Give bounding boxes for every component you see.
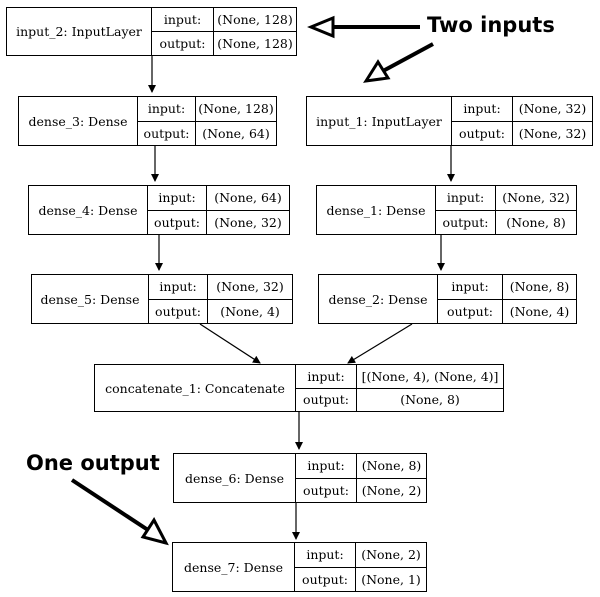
node-name: dense_4: Dense: [29, 186, 148, 234]
input-label: input:: [296, 365, 357, 388]
output-label: output:: [436, 210, 496, 234]
input-label: input:: [148, 186, 207, 210]
output-shape: (None, 128): [217, 36, 293, 51]
input-label: input:: [436, 186, 496, 210]
arrow-two-inputs-left: [307, 15, 420, 39]
output-shape: (None, 32): [214, 214, 282, 230]
annotation-two-inputs: Two inputs: [427, 13, 555, 37]
annotation-one-output: One output: [26, 451, 160, 475]
output-shape: (None, 8): [506, 214, 566, 230]
output-label: output:: [296, 478, 357, 502]
output-label: output:: [295, 567, 356, 591]
input-shape: (None, 2): [361, 547, 421, 563]
node-input-2: input_2: InputLayer input: (None, 128) ou…: [6, 7, 297, 56]
node-dense-7: dense_7: Dense input: (None, 2) output: (N…: [172, 542, 427, 592]
output-shape: (None, 1): [361, 571, 421, 587]
input-shape: [(None, 4), (None, 4)]: [361, 368, 499, 384]
input-label: input:: [152, 8, 214, 31]
node-dense-2: dense_2: Dense input: (None, 8) output: (N…: [318, 274, 577, 324]
input-label: input:: [149, 275, 208, 299]
node-input-1: input_1: InputLayer input: (None, 32) out…: [306, 96, 593, 146]
edge-dense2-concat: [347, 323, 413, 364]
output-label: output:: [138, 121, 196, 145]
arrow-one-output: [70, 478, 169, 546]
input-shape: (None, 128): [217, 12, 293, 27]
output-label: output:: [149, 299, 208, 323]
output-shape: (None, 32): [518, 125, 587, 141]
output-label: output:: [438, 299, 503, 323]
node-dense-1: dense_1: Dense input: (None, 32) output: (…: [316, 185, 577, 235]
node-name: dense_3: Dense: [19, 97, 138, 145]
node-name: dense_7: Dense: [173, 543, 295, 591]
input-shape: (None, 32): [502, 190, 570, 206]
output-label: output:: [148, 210, 207, 234]
node-dense-3: dense_3: Dense input: (None, 128) output:…: [18, 96, 277, 146]
input-shape: (None, 32): [518, 101, 587, 117]
node-dense-4: dense_4: Dense input: (None, 64) output: (…: [28, 185, 290, 235]
node-name: dense_5: Dense: [32, 275, 149, 323]
input-label: input:: [138, 97, 196, 121]
input-label: input:: [438, 275, 503, 299]
node-dense-5: dense_5: Dense input: (None, 32) output: (…: [31, 274, 293, 324]
output-shape: (None, 2): [361, 482, 422, 498]
input-label: input:: [295, 543, 356, 567]
arrow-two-inputs-down: [363, 42, 434, 83]
input-shape: (None, 128): [198, 101, 274, 117]
input-shape: (None, 64): [214, 190, 282, 206]
output-label: output:: [152, 32, 214, 55]
input-label: input:: [452, 97, 513, 121]
node-dense-6: dense_6: Dense input: (None, 8) output: (N…: [173, 453, 427, 503]
output-shape: (None, 64): [202, 125, 270, 141]
edge-dense5-concat: [199, 323, 261, 364]
output-shape: (None, 8): [400, 392, 460, 408]
input-shape: (None, 32): [216, 279, 284, 295]
node-name: concatenate_1: Concatenate: [95, 365, 296, 411]
output-shape: (None, 4): [509, 303, 570, 319]
node-concatenate-1: concatenate_1: Concatenate input: [(None,…: [94, 364, 504, 412]
input-shape: (None, 8): [361, 458, 422, 474]
input-shape: (None, 8): [509, 279, 570, 295]
output-shape: (None, 4): [220, 303, 280, 319]
node-name: dense_1: Dense: [317, 186, 436, 234]
output-label: output:: [452, 121, 513, 145]
node-name: input_1: InputLayer: [307, 97, 452, 145]
output-label: output:: [296, 388, 357, 411]
node-name: dense_2: Dense: [319, 275, 438, 323]
node-name: dense_6: Dense: [174, 454, 296, 502]
input-label: input:: [296, 454, 357, 478]
node-name: input_2: InputLayer: [7, 8, 152, 55]
